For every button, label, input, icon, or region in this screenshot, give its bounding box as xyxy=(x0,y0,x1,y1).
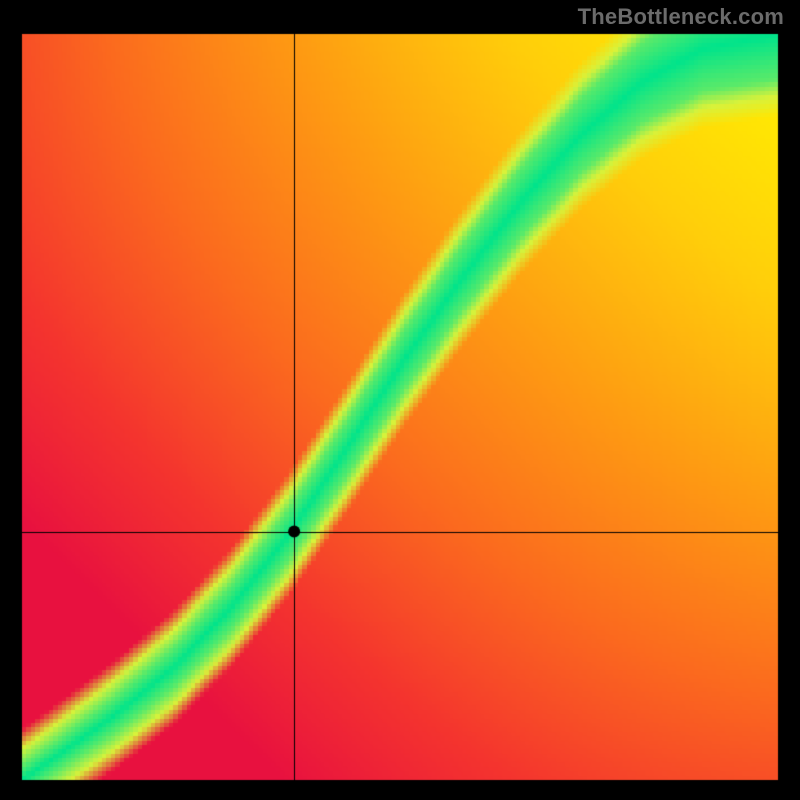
heatmap-canvas xyxy=(0,0,800,800)
figure-root: TheBottleneck.com xyxy=(0,0,800,800)
watermark-text: TheBottleneck.com xyxy=(578,4,784,30)
